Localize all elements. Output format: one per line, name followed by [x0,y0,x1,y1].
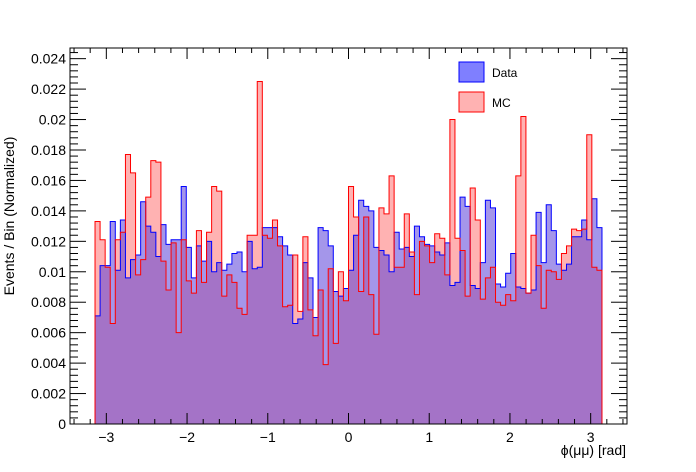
y-tick-label: 0.02 [39,112,66,128]
y-tick-label: 0.008 [31,294,66,310]
x-tick-label: 1 [425,429,433,445]
y-tick-label: 0.022 [31,81,66,97]
legend: Data MC [458,61,518,113]
axis-ticks [70,48,627,425]
legend-label-data: Data [492,66,518,80]
y-tick-label: 0.016 [31,172,66,188]
tick-labels: −3 −2 −1 0 1 2 3 0 0.002 0.004 0.006 0.008 0.01 0.012… [31,51,595,445]
y-tick-label: 0 [58,416,66,432]
y-tick-label: 0.002 [31,386,66,402]
data-layer [94,80,603,425]
y-tick-label: 0.014 [31,203,66,219]
x-tick-label: 0 [345,429,353,445]
legend-swatch-data [458,61,485,83]
x-tick-label: 2 [506,429,514,445]
series-mc-outline [94,80,603,425]
x-tick-label: 3 [587,429,595,445]
y-tick-label: 0.012 [31,233,66,249]
legend-label-mc: MC [492,96,511,110]
series-data-fill [95,186,602,424]
y-tick-label: 0.006 [31,325,66,341]
y-axis-title: Events / Bin (Normalized) [1,137,17,296]
x-tick-label: −1 [260,429,276,445]
y-tick-label: 0.018 [31,142,66,158]
series-data-outline [94,186,603,425]
x-tick-label: −3 [98,429,114,445]
y-tick-label: 0.004 [31,355,66,371]
x-axis-title: ϕ(μμ) [rad] [561,442,626,458]
y-tick-label: 0.01 [39,264,66,280]
x-tick-label: −2 [179,429,195,445]
legend-swatch-mc [458,91,485,113]
y-tick-label: 0.024 [31,51,66,67]
